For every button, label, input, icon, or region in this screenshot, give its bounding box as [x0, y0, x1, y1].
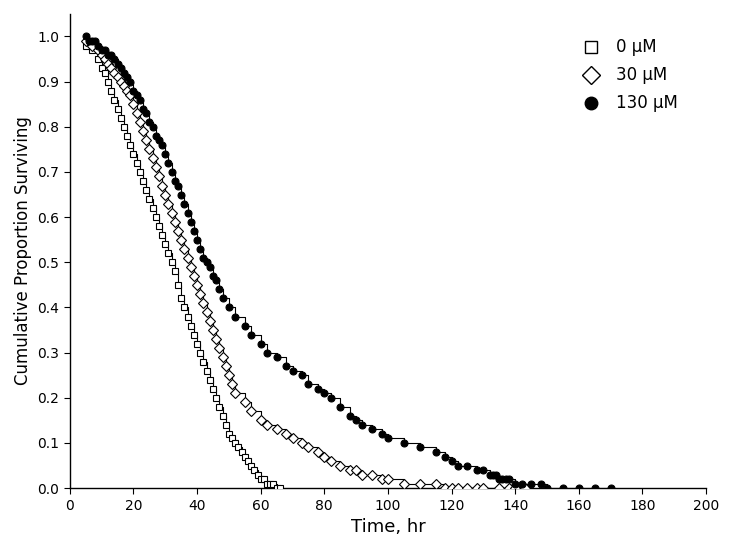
X-axis label: Time, hr: Time, hr	[350, 518, 425, 536]
Legend: 0 μM, 30 μM, 130 μM: 0 μM, 30 μM, 130 μM	[568, 32, 685, 119]
Y-axis label: Cumulative Proportion Surviving: Cumulative Proportion Surviving	[14, 117, 32, 386]
